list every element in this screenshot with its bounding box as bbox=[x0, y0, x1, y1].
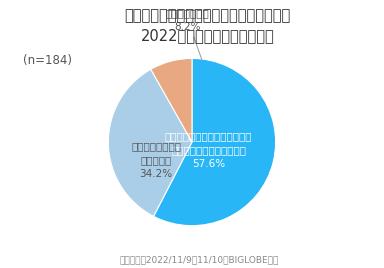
Text: (n=184): (n=184) bbox=[23, 54, 72, 67]
Wedge shape bbox=[151, 58, 192, 142]
Text: 新型コロナウイルス感染が増加した場合、
2022年の忘年会はどうするか: 新型コロナウイルス感染が増加した場合、 2022年の忘年会はどうするか bbox=[124, 8, 290, 43]
Text: 予定通り開催すると思う（行動
制限、自粛など考えない）
57.6%: 予定通り開催すると思う（行動 制限、自粛など考えない） 57.6% bbox=[165, 131, 252, 169]
Text: 開催か中止を検討
すると思う
34.2%: 開催か中止を検討 すると思う 34.2% bbox=[131, 142, 181, 180]
Wedge shape bbox=[108, 69, 192, 216]
Text: 調査期間：2022/11/9～11/10　BIGLOBE調べ: 調査期間：2022/11/9～11/10 BIGLOBE調べ bbox=[120, 255, 280, 264]
Wedge shape bbox=[154, 58, 276, 226]
Text: 中止すると思う
8.2%: 中止すると思う 8.2% bbox=[166, 9, 210, 60]
